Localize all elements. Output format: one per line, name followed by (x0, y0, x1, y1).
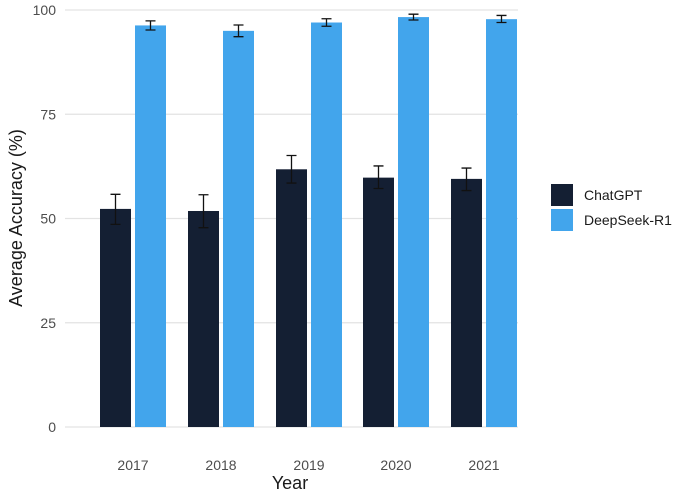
x-tick-label-2019: 2019 (293, 457, 324, 473)
y-axis-title: Average Accuracy (%) (6, 129, 26, 307)
error-bar-deepseek-r1-2020 (408, 13, 419, 21)
y-tick-label-50: 50 (40, 211, 56, 227)
y-tick-label-25: 25 (40, 315, 56, 331)
bar-deepseek-r1-2018 (223, 30, 254, 427)
x-tick-label-2021: 2021 (468, 457, 499, 473)
x-tick-label-2020: 2020 (380, 457, 411, 473)
bar-deepseek-r1-2021 (486, 19, 517, 427)
error-bar-deepseek-r1-2021 (496, 14, 507, 24)
legend-swatch-chatgpt (551, 184, 573, 206)
y-tick-label-100: 100 (33, 2, 57, 18)
x-tick-label-2017: 2017 (117, 457, 148, 473)
bars (100, 17, 517, 428)
y-axis-ticks: 0 25 50 75 100 (33, 2, 57, 435)
bar-chatgpt-2017 (100, 208, 131, 427)
error-bar-chatgpt-2020 (373, 165, 384, 190)
error-bar-chatgpt-2017 (110, 193, 121, 225)
error-bar-deepseek-r1-2017 (145, 20, 156, 31)
x-tick-label-2018: 2018 (205, 457, 236, 473)
x-axis-title: Year (272, 473, 308, 493)
error-bars (110, 13, 507, 229)
error-bar-deepseek-r1-2018 (233, 24, 244, 38)
y-tick-label-75: 75 (40, 106, 56, 122)
bar-chatgpt-2018 (188, 210, 219, 427)
y-tick-label-0: 0 (48, 419, 56, 435)
legend-label-deepseek-r1: DeepSeek-R1 (584, 212, 672, 228)
error-bar-chatgpt-2021 (461, 167, 472, 192)
bar-chatgpt-2019 (276, 169, 307, 427)
legend-swatch-deepseek-r1 (551, 209, 573, 231)
bar-deepseek-r1-2017 (135, 25, 166, 427)
bar-deepseek-r1-2020 (398, 17, 429, 428)
legend: ChatGPT DeepSeek-R1 (551, 184, 672, 231)
error-bar-deepseek-r1-2019 (321, 18, 332, 27)
error-bar-chatgpt-2018 (198, 194, 209, 229)
bar-chatgpt-2020 (363, 177, 394, 427)
bar-chatgpt-2021 (451, 178, 482, 427)
x-axis-ticks: 2017 2018 2019 2020 2021 (117, 457, 499, 473)
bar-deepseek-r1-2019 (311, 22, 342, 427)
legend-label-chatgpt: ChatGPT (584, 187, 643, 203)
error-bar-chatgpt-2019 (286, 154, 297, 184)
